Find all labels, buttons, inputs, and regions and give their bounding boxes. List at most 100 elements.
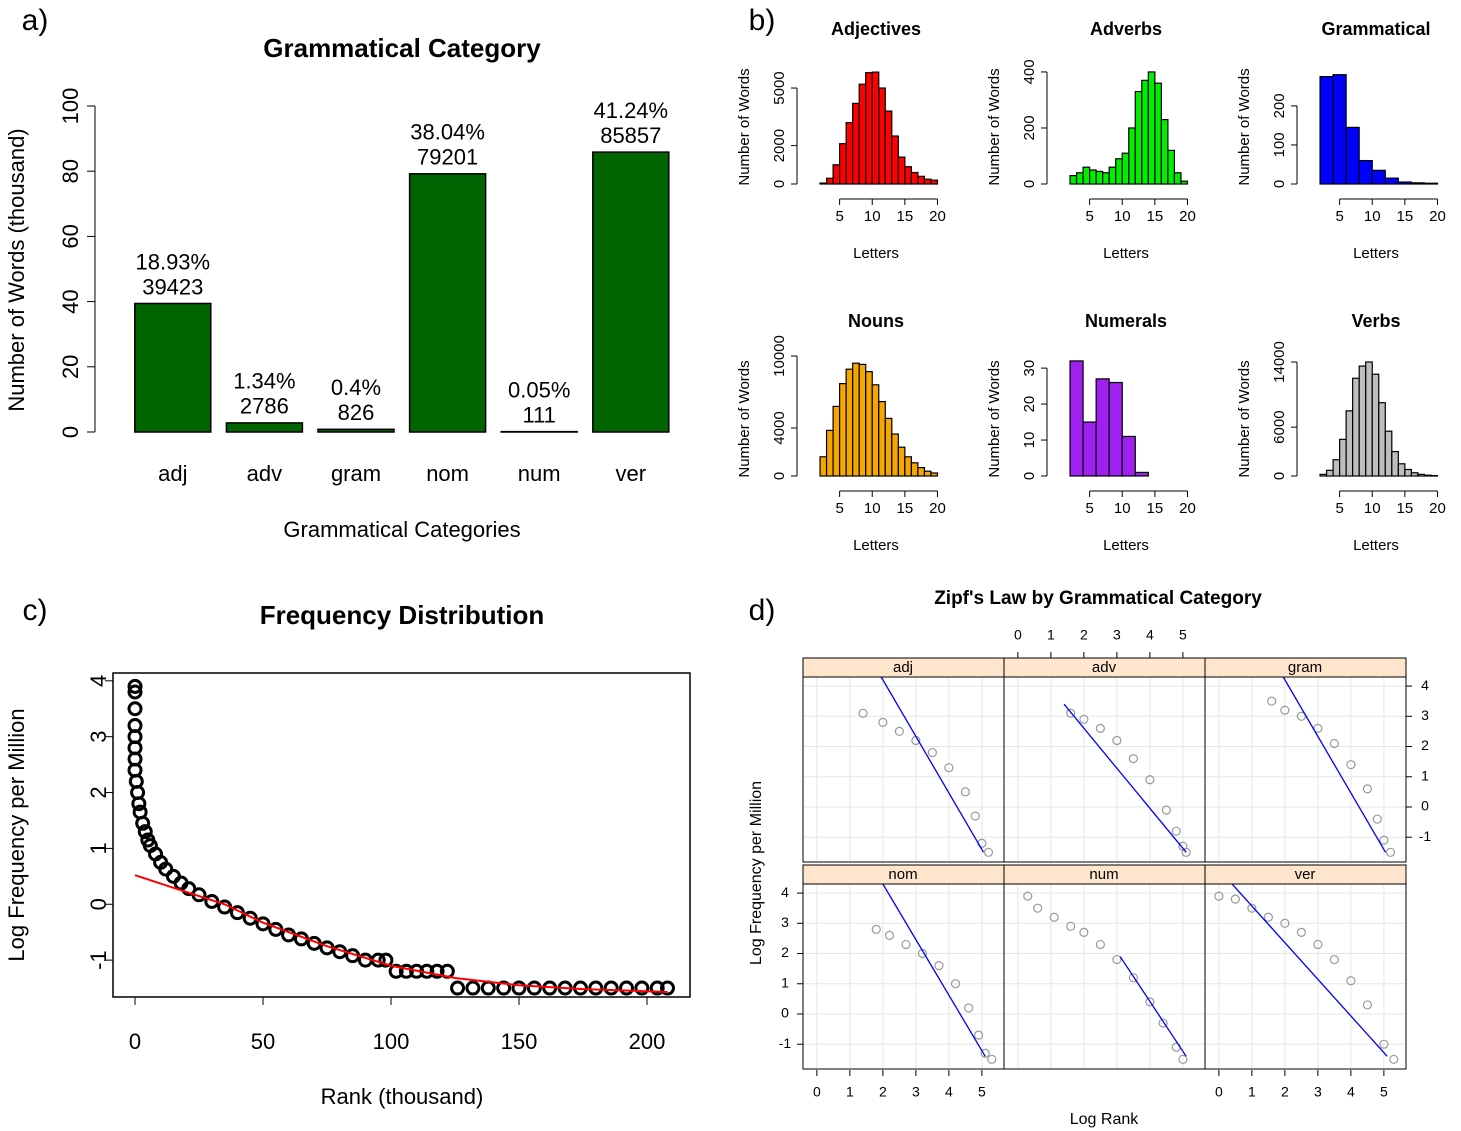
data-point xyxy=(1385,847,1396,857)
x-tick-label: 0 xyxy=(813,1084,821,1100)
histogram-bar xyxy=(1180,180,1189,185)
plot-box xyxy=(112,672,691,998)
fit-line xyxy=(882,883,986,1057)
value-label: 111 xyxy=(522,402,555,427)
histogram-bar xyxy=(1371,373,1380,477)
data-point xyxy=(944,763,954,773)
x-tick-label: gram xyxy=(331,461,381,486)
data-point xyxy=(1247,903,1257,913)
histogram-bar xyxy=(871,71,880,185)
histogram-bar xyxy=(1089,169,1097,185)
histogram-bar xyxy=(1410,182,1426,185)
y-tick-label: 20 xyxy=(58,355,83,379)
x-tick-label: 20 xyxy=(1179,208,1196,225)
data-point xyxy=(511,980,527,996)
strip-label: num xyxy=(1089,866,1118,883)
panel-title: Adverbs xyxy=(1090,19,1162,39)
histogram-bar xyxy=(832,405,841,477)
histogram-bar xyxy=(845,121,854,185)
histogram-bar xyxy=(930,179,939,185)
histogram-bar xyxy=(1339,438,1347,477)
data-point xyxy=(987,1054,997,1064)
panel-label: a) xyxy=(22,4,49,37)
y-axis-label: Number of Words (thousand) xyxy=(4,128,29,411)
y-tick-label: 100 xyxy=(1271,132,1288,157)
x-tick-label: 5 xyxy=(1179,627,1187,643)
histogram-bar xyxy=(1147,71,1156,185)
data-point xyxy=(137,824,153,840)
data-point xyxy=(496,980,512,996)
data-point xyxy=(1296,711,1306,721)
x-tick-label: 15 xyxy=(1397,500,1414,517)
y-tick-label: 2 xyxy=(86,786,111,798)
panel-frame xyxy=(1003,883,1206,1070)
data-point xyxy=(1362,784,1372,794)
data-point xyxy=(1145,997,1155,1007)
y-tick-label: 3 xyxy=(1421,707,1429,723)
percent-label: 1.34% xyxy=(233,369,295,394)
data-point xyxy=(242,910,258,926)
data-point xyxy=(127,678,143,694)
percent-label: 38.04% xyxy=(410,120,485,145)
histogram-bar xyxy=(1384,177,1399,185)
y-axis-label: Number of Words xyxy=(736,68,753,185)
x-tick-label: 200 xyxy=(629,1029,666,1054)
histogram-bar xyxy=(1121,435,1136,477)
histogram-bar xyxy=(1075,172,1084,185)
data-point xyxy=(1033,903,1043,913)
data-point xyxy=(1145,775,1155,785)
histogram-bar xyxy=(1082,421,1097,477)
histogram-bar xyxy=(1397,463,1406,477)
histogram-bar xyxy=(832,164,841,185)
histogram-bar xyxy=(1141,79,1149,185)
histogram-bar xyxy=(1095,378,1110,477)
data-point xyxy=(1128,754,1138,764)
value-label: 39423 xyxy=(142,274,203,299)
y-axis-label: Log Frequency per Million xyxy=(748,781,765,965)
data-point xyxy=(950,979,961,989)
chart-title: Frequency Distribution xyxy=(260,600,545,630)
data-point xyxy=(1313,939,1323,950)
percent-label: 0.4% xyxy=(331,375,381,400)
histogram-bar xyxy=(917,467,926,477)
x-axis-label: Letters xyxy=(1353,537,1399,554)
x-tick-label: 10 xyxy=(864,208,881,225)
x-tick-label: 15 xyxy=(1147,208,1164,225)
x-tick-label: 20 xyxy=(1429,208,1446,225)
data-point xyxy=(1329,954,1339,965)
fit-line xyxy=(134,874,668,993)
histogram-bar xyxy=(1384,430,1393,477)
y-tick-label: 5000 xyxy=(771,71,788,104)
histogram-bar xyxy=(1352,377,1360,477)
x-tick-label: 15 xyxy=(1397,208,1414,225)
x-tick-label: 0 xyxy=(129,1029,141,1054)
histogram-bar xyxy=(923,178,932,185)
data-point xyxy=(588,980,604,996)
data-point xyxy=(388,963,404,979)
histogram-bar xyxy=(865,371,873,477)
data-point xyxy=(901,939,911,950)
histogram-bar xyxy=(858,363,867,477)
histogram-bar xyxy=(904,456,912,477)
value-label: 826 xyxy=(338,400,375,425)
fit-line xyxy=(880,676,985,853)
x-tick-label: 2 xyxy=(879,1084,887,1100)
x-tick-label: 0 xyxy=(1215,1084,1223,1100)
x-tick-label: nom xyxy=(426,461,469,486)
histogram-bar xyxy=(1417,473,1426,477)
x-tick-label: 10 xyxy=(864,500,881,517)
chart-title: Grammatical Category xyxy=(263,33,541,63)
histogram-bar xyxy=(930,472,939,477)
histogram-bar xyxy=(1423,474,1432,477)
data-point xyxy=(980,1048,990,1058)
y-tick-label: 3 xyxy=(781,914,789,930)
histogram-bar xyxy=(865,72,873,185)
histogram-bar xyxy=(1358,365,1367,477)
data-point xyxy=(1280,705,1290,715)
histogram-bar xyxy=(884,110,893,185)
data-point xyxy=(894,726,904,737)
histogram-bar xyxy=(917,175,926,185)
x-tick-label: 2 xyxy=(1281,1084,1289,1100)
histogram-bar xyxy=(1134,90,1143,185)
